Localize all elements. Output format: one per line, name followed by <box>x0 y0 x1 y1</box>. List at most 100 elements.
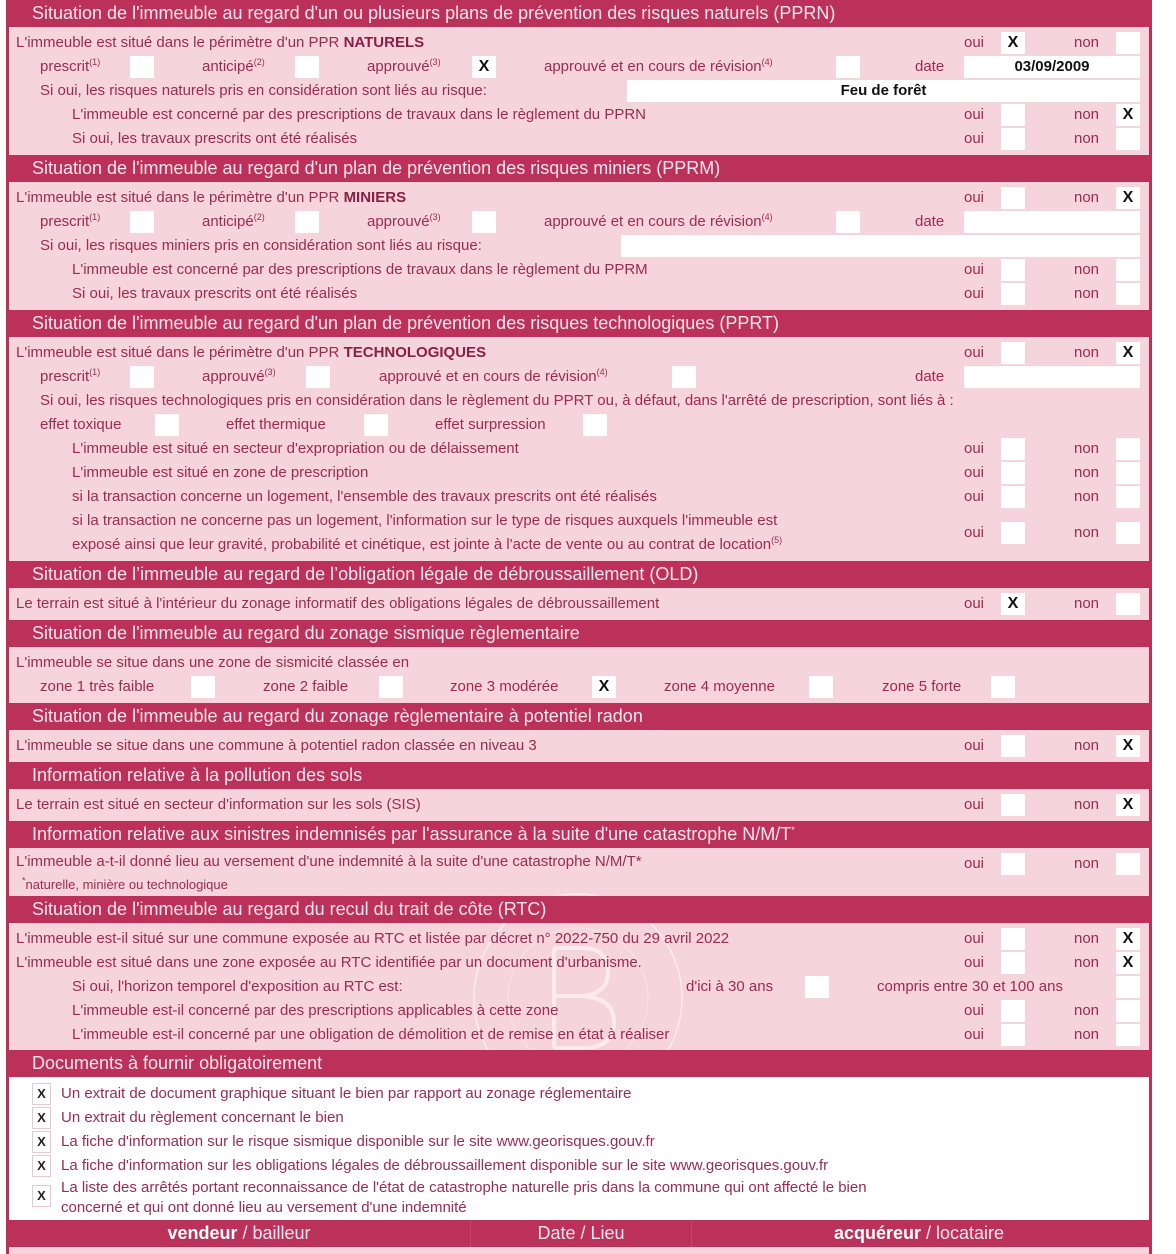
sols-oui-checkbox[interactable] <box>1001 794 1025 816</box>
approuve-label: approuvé(3) <box>367 212 441 231</box>
pprt-zone-prescription-oui-checkbox[interactable] <box>1001 462 1025 484</box>
sols-non-checkbox[interactable]: X <box>1116 794 1140 816</box>
radon-non-checkbox[interactable]: X <box>1116 735 1140 757</box>
pprt-info-non-checkbox[interactable] <box>1116 522 1140 544</box>
non-label: non <box>1074 1002 1100 1019</box>
non-label: non <box>1074 954 1100 971</box>
rtc-prescriptions-non-checkbox[interactable] <box>1116 1000 1140 1022</box>
pprn-realises-non-checkbox[interactable] <box>1116 128 1140 150</box>
pprt-expropriation-oui-checkbox[interactable] <box>1001 438 1025 460</box>
effet-thermique-checkbox[interactable] <box>364 414 388 436</box>
rtc-demolition-label: L'immeuble est-il concerné par une oblig… <box>72 1026 670 1043</box>
old-non-checkbox[interactable] <box>1116 593 1140 615</box>
old-oui-checkbox[interactable]: X <box>1001 593 1025 615</box>
pprm-perimeter-non-checkbox[interactable]: X <box>1116 187 1140 209</box>
rtc-zone-non-checkbox[interactable]: X <box>1116 952 1140 974</box>
rtc-commune-non-checkbox[interactable]: X <box>1116 928 1140 950</box>
rtc-prescriptions-oui-checkbox[interactable] <box>1001 1000 1025 1022</box>
effet-surpression-checkbox[interactable] <box>583 414 607 436</box>
pprn-travaux-oui-checkbox[interactable] <box>1001 104 1025 126</box>
date-label: date <box>915 58 945 75</box>
pprn-perimeter-non-checkbox[interactable] <box>1116 32 1140 54</box>
catnat-oui-checkbox[interactable] <box>1001 853 1025 875</box>
zone-4-checkbox[interactable] <box>809 676 833 698</box>
section-header-rtc: Situation de l'immeuble au regard du rec… <box>6 896 1152 923</box>
pprt-perimeter-oui-checkbox[interactable] <box>1001 342 1025 364</box>
effet-toxique-checkbox[interactable] <box>155 414 179 436</box>
pprn-perimeter-oui-checkbox[interactable]: X <box>1001 32 1025 54</box>
zone-1-checkbox[interactable] <box>191 676 215 698</box>
radon-oui-checkbox[interactable] <box>1001 735 1025 757</box>
pprn-approuve-checkbox[interactable]: X <box>472 56 496 78</box>
rtc-zone-oui-checkbox[interactable] <box>1001 952 1025 974</box>
document-checkbox[interactable]: X <box>32 1083 51 1105</box>
non-label: non <box>1074 737 1100 754</box>
pprt-info-oui-checkbox[interactable] <box>1001 522 1025 544</box>
approuve-label: approuvé(3) <box>202 367 276 386</box>
rtc-commune-oui-checkbox[interactable] <box>1001 928 1025 950</box>
zone-3-label: zone 3 modérée <box>450 678 559 695</box>
oui-label: oui <box>964 189 985 206</box>
rtc-prescriptions-label: L'immeuble est-il concerné par des presc… <box>72 1002 559 1019</box>
pprn-travaux-label: L'immeuble est concerné par des prescrip… <box>72 106 646 123</box>
oui-label: oui <box>964 464 985 481</box>
prescrit-label: prescrit(1) <box>40 57 101 76</box>
horizon-100-checkbox[interactable] <box>1116 976 1140 998</box>
pprm-approuve-checkbox[interactable] <box>472 211 496 233</box>
pprm-risk-field[interactable] <box>621 235 1140 257</box>
radon-label: L'immeuble se situe dans une commune à p… <box>16 737 537 754</box>
zone-5-checkbox[interactable] <box>991 676 1015 698</box>
pprm-travaux-oui-checkbox[interactable] <box>1001 259 1025 281</box>
approuve-revision-label: approuvé et en cours de révision(4) <box>544 212 773 231</box>
document-checkbox[interactable]: X <box>32 1185 51 1207</box>
oui-label: oui <box>964 595 985 612</box>
pprt-zone-prescription-non-checkbox[interactable] <box>1116 462 1140 484</box>
non-label: non <box>1074 261 1100 278</box>
zone-3-checkbox[interactable]: X <box>592 676 616 698</box>
pprm-travaux-non-checkbox[interactable] <box>1116 259 1140 281</box>
pprn-revision-checkbox[interactable] <box>836 56 860 78</box>
pprm-date-field[interactable] <box>964 211 1140 233</box>
section-header-pprt: Situation de l'immeuble au regard d'un p… <box>6 310 1152 337</box>
document-checkbox[interactable]: X <box>32 1107 51 1129</box>
pprt-risk-label: Si oui, les risques technologiques pris … <box>40 392 954 409</box>
non-label: non <box>1074 524 1100 541</box>
pprt-expropriation-non-checkbox[interactable] <box>1116 438 1140 460</box>
pprn-perimeter-label: L'immeuble est situé dans le périmètre d… <box>16 34 425 51</box>
pprt-info-label-line2: exposé ainsi que leur gravité, probabili… <box>72 535 783 554</box>
rtc-demolition-oui-checkbox[interactable] <box>1001 1024 1025 1046</box>
pprn-prescrit-checkbox[interactable] <box>130 56 154 78</box>
pprt-logement-non-checkbox[interactable] <box>1116 486 1140 508</box>
document-item: La liste des arrêtés portant reconnaissa… <box>61 1179 867 1196</box>
pprt-perimeter-non-checkbox[interactable]: X <box>1116 342 1140 364</box>
zone-2-checkbox[interactable] <box>379 676 403 698</box>
document-checkbox[interactable]: X <box>32 1131 51 1153</box>
pprt-revision-checkbox[interactable] <box>672 366 696 388</box>
document-item: La fiche d'information sur le risque sis… <box>61 1133 655 1150</box>
pprt-prescrit-checkbox[interactable] <box>130 366 154 388</box>
pprt-logement-oui-checkbox[interactable] <box>1001 486 1025 508</box>
pprm-perimeter-oui-checkbox[interactable] <box>1001 187 1025 209</box>
oui-label: oui <box>964 930 985 947</box>
pprn-anticipe-checkbox[interactable] <box>295 56 319 78</box>
pprm-revision-checkbox[interactable] <box>836 211 860 233</box>
pprn-date-field[interactable]: 03/09/2009 <box>964 56 1140 78</box>
non-label: non <box>1074 855 1100 872</box>
pprt-approuve-checkbox[interactable] <box>306 366 330 388</box>
pprn-travaux-non-checkbox[interactable]: X <box>1116 104 1140 126</box>
pprm-anticipe-checkbox[interactable] <box>295 211 319 233</box>
pprn-realises-oui-checkbox[interactable] <box>1001 128 1025 150</box>
catnat-non-checkbox[interactable] <box>1116 853 1140 875</box>
pprn-risk-field[interactable]: Feu de forêt <box>627 80 1140 102</box>
document-checkbox[interactable]: X <box>32 1155 51 1177</box>
horizon-30-checkbox[interactable] <box>805 976 829 998</box>
non-label: non <box>1074 488 1100 505</box>
pprm-realises-non-checkbox[interactable] <box>1116 283 1140 305</box>
rtc-horizon-label: Si oui, l'horizon temporel d'exposition … <box>72 978 403 995</box>
pprm-realises-oui-checkbox[interactable] <box>1001 283 1025 305</box>
pprt-date-field[interactable] <box>964 366 1140 388</box>
catnat-footnote: *naturelle, minière ou technologique <box>22 875 228 892</box>
prescrit-label: prescrit(1) <box>40 212 101 231</box>
rtc-demolition-non-checkbox[interactable] <box>1116 1024 1140 1046</box>
pprm-prescrit-checkbox[interactable] <box>130 211 154 233</box>
